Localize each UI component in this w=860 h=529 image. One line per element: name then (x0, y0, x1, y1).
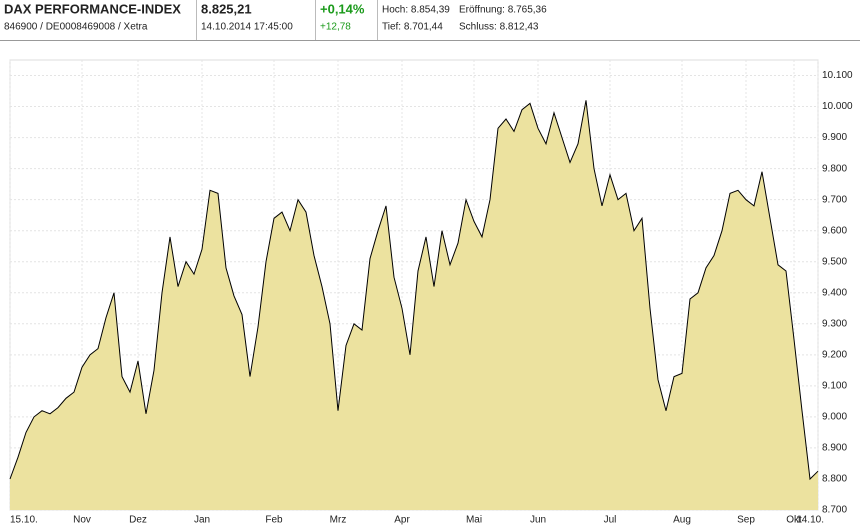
y-tick-label: 8.900 (822, 443, 847, 454)
y-tick-label: 9.900 (822, 132, 847, 143)
header-bg (0, 0, 860, 40)
title: DAX PERFORMANCE-INDEX (4, 1, 181, 16)
x-tick-label: 14.10. (796, 515, 824, 526)
x-tick-label: Aug (673, 515, 691, 526)
x-tick-label: Sep (737, 515, 755, 526)
x-tick-label: Jan (194, 515, 210, 526)
y-tick-label: 9.000 (822, 412, 847, 423)
change-abs: +12,78 (320, 22, 351, 33)
x-tick-label: Apr (394, 515, 410, 526)
subtitle: 846900 / DE0008469008 / Xetra (4, 22, 148, 33)
x-tick-label: Okt (786, 515, 802, 526)
x-tick-label: Nov (73, 515, 91, 526)
x-tick-label: Mrz (330, 515, 347, 526)
y-tick-label: 10.100 (822, 70, 853, 81)
y-tick-label: 8.800 (822, 474, 847, 485)
close: Schluss: 8.812,43 (459, 22, 539, 33)
y-tick-label: 9.300 (822, 318, 847, 329)
y-tick-label: 9.400 (822, 287, 847, 298)
x-tick-label: Jun (530, 515, 546, 526)
x-tick-label: Jul (604, 515, 617, 526)
price: 8.825,21 (201, 1, 252, 16)
x-tick-label: Mai (466, 515, 482, 526)
area (10, 100, 818, 511)
y-tick-label: 9.100 (822, 381, 847, 392)
y-tick-label: 8.700 (822, 505, 847, 516)
x-tick-label: 15.10. (10, 515, 38, 526)
x-tick-label: Feb (265, 515, 283, 526)
y-tick-label: 10.000 (822, 101, 853, 112)
y-tick-label: 9.800 (822, 163, 847, 174)
y-tick-label: 9.700 (822, 194, 847, 205)
x-tick-label: Dez (129, 515, 147, 526)
datetime: 14.10.2014 17:45:00 (201, 22, 293, 33)
open: Eröffnung: 8.765,36 (459, 5, 547, 16)
y-tick-label: 9.200 (822, 349, 847, 360)
low: Tief: 8.701,44 (382, 22, 443, 33)
y-tick-label: 9.600 (822, 225, 847, 236)
y-tick-label: 9.500 (822, 256, 847, 267)
line (9, 100, 819, 481)
change-pct: +0,14% (320, 1, 365, 16)
high: Hoch: 8.854,39 (382, 5, 450, 16)
